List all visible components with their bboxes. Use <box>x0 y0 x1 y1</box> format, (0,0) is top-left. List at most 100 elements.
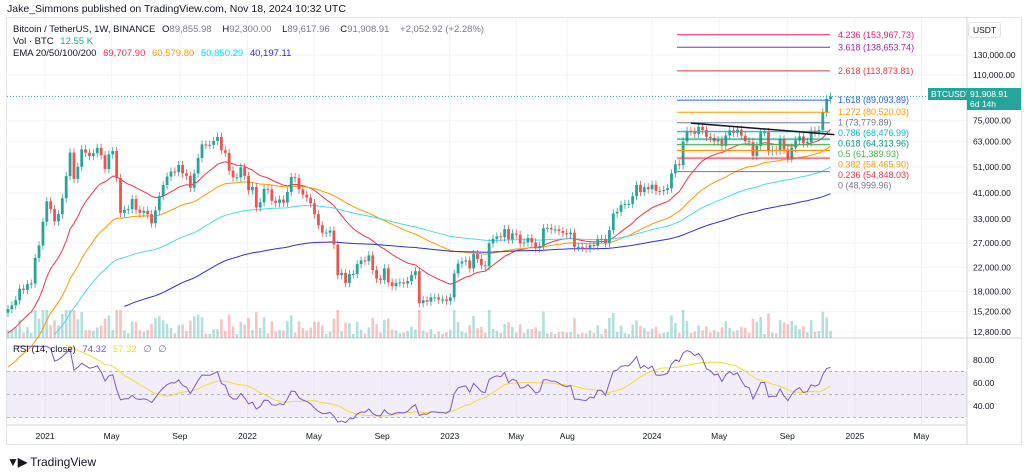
candle-body <box>639 185 642 193</box>
candle <box>394 278 398 291</box>
candle-body <box>18 288 22 301</box>
candle-body <box>518 234 522 244</box>
current-price: 91,908.91 <box>970 89 1008 99</box>
candle <box>340 268 344 280</box>
price-tick-label: 12,800.00 <box>973 327 1011 337</box>
volume-bar <box>192 316 196 338</box>
candle-body <box>80 149 84 167</box>
rsi-line <box>15 345 831 424</box>
volume-bar <box>740 327 743 338</box>
volume-bar <box>309 327 312 338</box>
candle-body <box>445 299 448 301</box>
high-label: H <box>222 24 230 35</box>
candle-body <box>53 209 56 222</box>
open-label: O <box>162 24 170 35</box>
ema200-value: 40,197.11 <box>249 48 292 59</box>
candle-body <box>534 242 538 249</box>
candle-body <box>154 210 157 224</box>
volume-bar <box>33 310 37 338</box>
candle <box>650 180 654 194</box>
candle <box>216 132 219 146</box>
volume-bar <box>759 316 763 338</box>
candle-body <box>456 263 460 274</box>
ema-label[interactable]: EMA 20/50/100/200 <box>13 48 97 59</box>
candle-body <box>685 130 689 142</box>
volume-bar <box>6 329 10 338</box>
candle <box>825 94 829 117</box>
volume-bar <box>286 321 289 338</box>
candle <box>363 256 367 266</box>
volume-bar <box>320 325 324 338</box>
volume-label[interactable]: Vol · BTC <box>13 36 54 47</box>
candle <box>41 217 45 250</box>
ema20-value: 69,707.90 <box>103 48 146 59</box>
price-tick-label: 15,200.00 <box>973 306 1011 316</box>
volume-bar <box>340 331 343 338</box>
volume-bar <box>146 330 149 338</box>
candle <box>456 259 460 278</box>
tradingview-logo[interactable]: ▼▶ TradingView <box>7 455 96 469</box>
candle-body <box>476 253 479 259</box>
candle <box>142 206 146 218</box>
fib-level-label: 0.786 (68,476.99) <box>838 128 909 138</box>
volume-bar <box>231 326 235 338</box>
candle <box>305 190 309 202</box>
candle-body <box>29 283 33 285</box>
candle-body <box>615 211 619 214</box>
candle-body <box>185 173 188 176</box>
candle <box>293 172 297 183</box>
candle <box>479 254 483 270</box>
candle <box>662 185 666 196</box>
candle <box>289 172 293 197</box>
candle-body <box>45 201 49 222</box>
candle-body <box>491 238 495 244</box>
candle <box>37 241 41 263</box>
volume-bar <box>452 310 456 338</box>
volume-bar <box>794 325 797 338</box>
candle-body <box>724 135 728 146</box>
symbol-legend: Bitcoin / TetherUS, 1W, BINANCE O89,855.… <box>13 24 488 35</box>
candle <box>639 180 642 197</box>
candle <box>743 131 747 146</box>
volume-bar <box>538 331 541 338</box>
volume-bar <box>223 330 227 338</box>
candle-body <box>375 270 378 279</box>
candle-body <box>88 152 91 157</box>
candle-body <box>251 186 254 191</box>
volume-bar <box>154 318 157 338</box>
time-tick-label: May <box>711 431 728 441</box>
symbol-title[interactable]: Bitcoin / TetherUS, 1W, BINANCE <box>13 24 156 35</box>
candle-body <box>317 214 320 226</box>
volume-bar <box>774 333 778 338</box>
candle-body <box>123 209 126 213</box>
candle-body <box>425 300 429 302</box>
volume-bar <box>546 333 549 338</box>
candle <box>150 210 153 228</box>
candle-body <box>576 246 580 248</box>
volume-bar <box>798 329 801 338</box>
candle <box>204 140 208 150</box>
currency-selector[interactable]: USDT <box>968 22 1002 38</box>
candle <box>223 146 227 158</box>
volume-bar <box>716 332 720 338</box>
volume-bar <box>390 329 394 338</box>
volume-bar <box>720 327 724 338</box>
volume-bar <box>615 331 619 338</box>
candle-body <box>790 147 794 159</box>
candle <box>739 125 743 140</box>
volume-bar <box>255 311 258 338</box>
candle-body <box>557 229 561 232</box>
candle-body <box>821 112 825 131</box>
volume-bar <box>72 310 76 338</box>
rsi-label[interactable]: RSI (14, close) <box>13 344 76 355</box>
candle <box>29 279 33 289</box>
hidden-value-icon: ∅ <box>158 344 167 355</box>
candle <box>534 238 538 253</box>
candle <box>258 198 262 212</box>
volume-bar <box>107 315 111 338</box>
fib-level-label: 0.5 (61,389.93) <box>838 149 899 159</box>
candle <box>677 160 681 170</box>
tradingview-logo-icon: ▼▶ <box>7 455 27 469</box>
volume-bar <box>204 333 208 338</box>
